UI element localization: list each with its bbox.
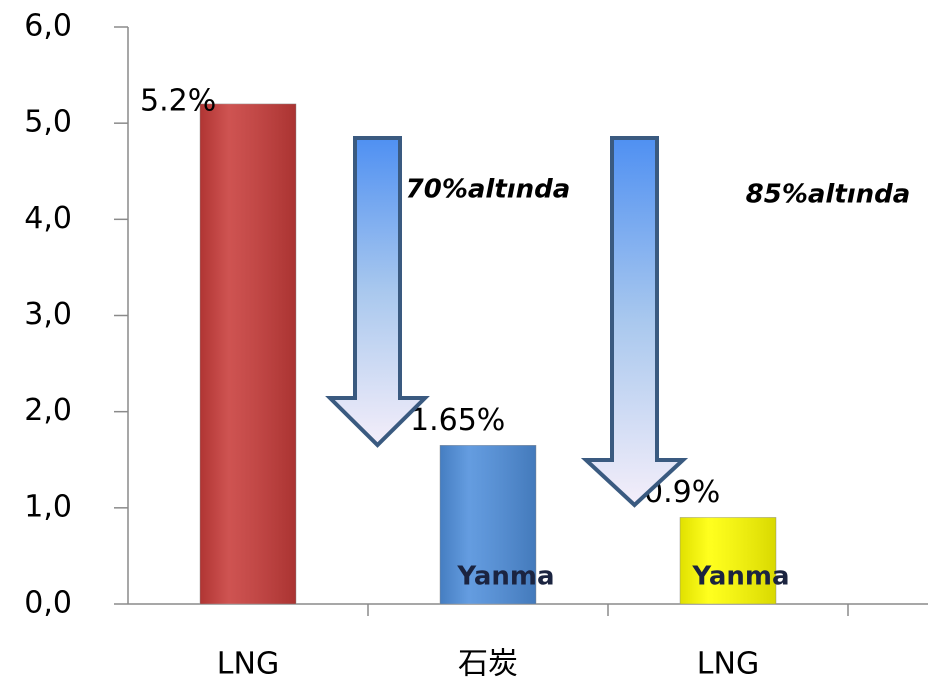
value-label: 1.65% — [410, 403, 505, 438]
x-tick-label: LNG — [697, 647, 759, 682]
bar-shade — [200, 103, 296, 604]
down-arrow — [325, 136, 430, 448]
down-arrow — [580, 136, 689, 508]
x-tick-label: 石炭 — [458, 647, 518, 682]
annotation: 85%altında — [746, 180, 911, 210]
annotation: Yanma — [691, 562, 789, 592]
annotation: Yanma — [456, 562, 554, 592]
annotation: 70%altında — [406, 175, 571, 205]
y-tick-label: 1,0 — [24, 489, 72, 524]
y-tick-label: 5,0 — [24, 105, 72, 140]
value-label: 5.2% — [140, 83, 216, 118]
y-tick-label: 4,0 — [24, 201, 72, 236]
bar-shade — [680, 517, 776, 604]
y-tick-label: 2,0 — [24, 393, 72, 428]
bar-shade — [440, 445, 536, 604]
y-tick-label: 0,0 — [24, 586, 72, 621]
x-tick-label: LNG — [217, 647, 279, 682]
y-tick-label: 3,0 — [24, 297, 72, 332]
y-tick-label: 6,0 — [24, 9, 72, 44]
